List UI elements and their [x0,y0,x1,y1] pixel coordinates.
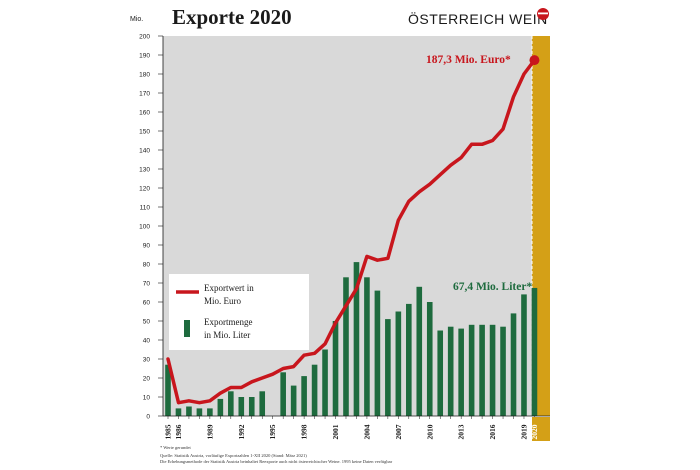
brand-emblem-icon [537,8,549,20]
volume-bar [280,372,286,416]
volume-bar [217,398,224,416]
y-tick-label: 50 [143,318,151,325]
volume-bars [165,262,538,416]
x-tick-label: 2013 [457,424,466,439]
volume-bar [395,311,402,416]
volume-bar [186,406,192,416]
volume-bar [364,277,370,416]
x-tick-label: 1998 [300,424,309,439]
x-tick-label: 1992 [237,424,246,439]
legend-bar-swatch [184,320,190,337]
x-tick-label: 2004 [362,424,371,439]
y-axis: 0 10 20 30 40 50 60 70 80 90 100 110 120 130 140 150 160… [139,33,164,420]
y-tick-label: 140 [139,147,150,154]
y-tick-label: 80 [143,261,151,268]
y-tick-label: 130 [139,166,150,173]
legend-bar-label-2: in Mio. Liter [204,330,250,340]
x-tick-label: 2010 [425,424,434,439]
volume-bar [175,408,182,416]
volume-bar [311,364,318,416]
volume-bar [196,408,203,416]
value-line [166,58,537,405]
volume-bar [416,286,423,416]
legend-box [169,274,309,350]
volume-bar [207,408,213,416]
y-tick-label: 70 [143,280,151,287]
volume-bar [406,303,412,416]
volume-bar [500,326,506,416]
volume-bar [248,397,255,416]
x-tick-label: 1995 [268,424,277,439]
y-tick-label: 200 [139,33,150,40]
y-tick-label: 170 [139,90,150,97]
volume-bar [489,324,496,416]
x-tick-label: 1989 [205,424,214,439]
volume-bar [521,294,527,416]
volume-bar [468,324,475,416]
y-tick-label: 90 [143,242,151,249]
legend-bar-label-1: Exportmenge [204,317,253,327]
x-tick-label: 2007 [394,424,403,439]
y-tick-label: 190 [139,52,150,59]
x-tick-label: 2001 [331,424,340,439]
footnote-method: Die Erhebungsmethode der Statistik Austr… [160,459,393,464]
legend-line-label-1: Exportwert in [204,283,254,293]
volume-bar [228,391,234,416]
x-tick-label: 2019 [519,424,528,439]
y-tick-label: 150 [139,128,150,135]
volume-bar [479,324,485,416]
value-endpoint-marker [529,55,540,66]
volume-bar [458,328,464,416]
y-tick-label: 30 [143,356,151,363]
volume-bar [531,287,538,416]
volume-bar [447,326,454,416]
volume-bar [343,277,349,416]
volume-bar [353,262,360,416]
y-tick-label: 100 [139,223,150,230]
y-tick-label: 180 [139,71,150,78]
x-axis: 1985 1986 1989 1992 1995 1998 2001 2004 2007 2010… [163,415,550,441]
x-tick-2020-highlight [532,417,550,441]
y-tick-label: 10 [143,394,151,401]
volume-bar [332,321,339,416]
volume-bar [385,319,391,416]
value-line-group [166,55,540,405]
y-unit-label: Mio. [130,16,143,23]
chart-title: Exporte 2020 [172,5,292,29]
y-tick-label: 110 [140,204,151,211]
brand-logo-text: ÖSTERREICH WEIN [408,10,548,27]
volume-bar [374,290,381,416]
y-tick-label: 20 [143,375,151,382]
x-tick-label: 1985 [164,424,173,439]
volume-bar [165,364,171,416]
annotation-volume-2020: 67,4 Mio. Liter* [453,281,532,293]
y-tick-label: 60 [143,299,151,306]
legend-line-label-2: Mio. Euro [204,296,241,306]
volume-bar [301,376,307,416]
footnote-source: Quelle: Statistik Austria, vorläufige Ex… [160,453,307,459]
y-tick-label: 0 [146,413,150,420]
volume-bar [426,302,433,416]
x-tick-label: 2016 [488,424,497,439]
legend: Exportwert in Mio. Euro Exportmenge in M… [169,274,309,350]
volume-bar [322,349,328,416]
volume-bar [238,397,245,416]
y-tick-label: 120 [139,185,150,192]
y-tick-label: 40 [143,337,151,344]
volume-bar [259,391,266,416]
y-tick-label: 160 [139,109,150,116]
x-tick-label: 2020 [530,424,539,439]
volume-bar [290,385,297,416]
volume-bar [437,330,444,416]
footnote-rounding: * Werte gerundet [160,445,192,450]
volume-bar [510,313,517,416]
x-tick-label: 1986 [174,424,183,439]
annotation-value-2020: 187,3 Mio. Euro* [426,54,511,66]
